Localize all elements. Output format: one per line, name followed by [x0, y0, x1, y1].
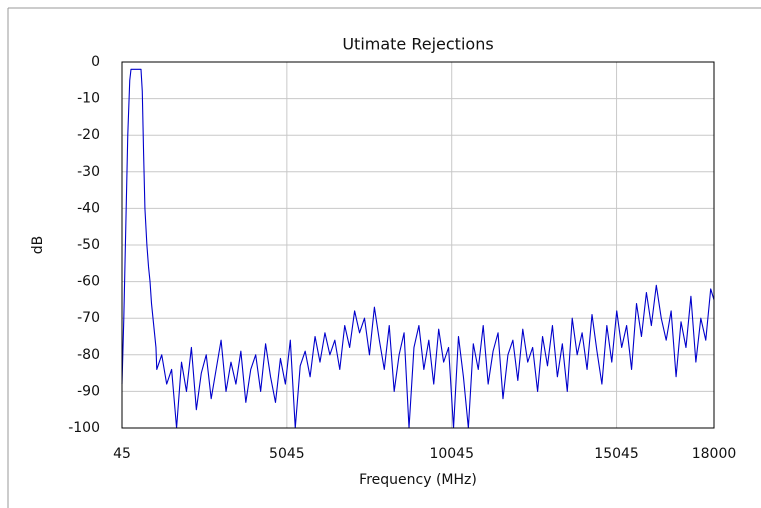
y-tick-label: -70: [77, 310, 100, 326]
y-tick-label: -40: [77, 200, 100, 216]
x-tick-label: 5045: [269, 446, 305, 462]
y-tick-label: -30: [77, 164, 100, 180]
chart-title: Utimate Rejections: [342, 35, 493, 54]
x-axis-label: Frequency (MHz): [359, 472, 477, 488]
y-tick-label: -50: [77, 237, 100, 253]
y-axis-label: dB: [30, 236, 46, 255]
x-tick-label: 15045: [594, 446, 639, 462]
y-tick-label: -20: [77, 127, 100, 143]
y-tick-label: -10: [77, 91, 100, 107]
x-tick-label: 18000: [692, 446, 737, 462]
y-tick-label: -80: [77, 347, 100, 363]
data-line: [121, 68, 715, 429]
y-tick-label: 0: [91, 54, 100, 70]
y-tick-label: -100: [68, 420, 100, 436]
x-tick-label: 45: [113, 446, 131, 462]
x-tick-label: 10045: [429, 446, 474, 462]
plot-frame: [121, 61, 715, 429]
y-tick-label: -60: [77, 274, 100, 290]
y-tick-label: -90: [77, 383, 100, 399]
